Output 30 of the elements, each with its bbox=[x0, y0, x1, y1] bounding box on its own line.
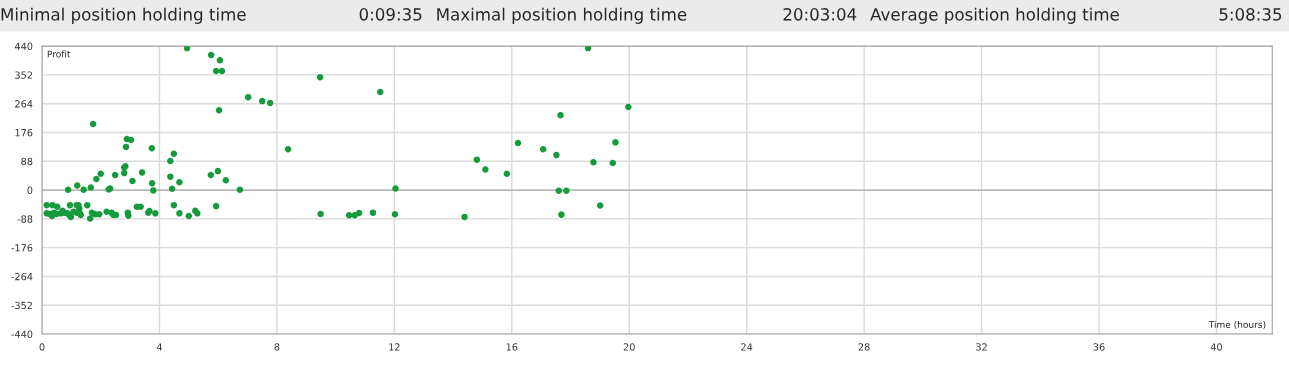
x-tick-label: 32 bbox=[976, 343, 987, 351]
y-tick-label: 264 bbox=[15, 100, 33, 108]
x-tick-label: 20 bbox=[623, 343, 635, 351]
x-tick-label: 12 bbox=[389, 343, 400, 351]
y-tick-label: 352 bbox=[15, 71, 33, 79]
y-tick-label: -352 bbox=[11, 301, 33, 310]
y-tick-label: 440 bbox=[14, 42, 33, 50]
y-axis-title: Profit bbox=[47, 50, 71, 58]
text: 0:09:35 bbox=[359, 8, 422, 21]
x-tick-label: 4 bbox=[156, 343, 163, 351]
y-tick-label: -88 bbox=[17, 215, 33, 223]
y-tick-label: -440 bbox=[11, 330, 33, 338]
y-tick-label: -264 bbox=[11, 272, 33, 281]
x-tick-label: 40 bbox=[1210, 343, 1222, 351]
y-tick-label: 176 bbox=[15, 128, 33, 137]
x-tick-label: 28 bbox=[858, 343, 870, 351]
x-tick-label: 24 bbox=[741, 343, 753, 351]
y-tick-label: 88 bbox=[21, 157, 33, 166]
x-tick-label: 36 bbox=[1093, 343, 1105, 351]
x-axis-title: Time (hours) bbox=[1208, 321, 1266, 330]
y-tick-label: -176 bbox=[11, 244, 33, 252]
y-tick-label: 0 bbox=[27, 186, 33, 194]
text: Average position holding time bbox=[870, 7, 1119, 24]
text: 5:08:35 bbox=[1219, 8, 1282, 21]
x-tick-label: 8 bbox=[274, 343, 280, 351]
text: Maximal position holding time bbox=[437, 7, 687, 24]
text: Minimal position holding time bbox=[1, 7, 246, 24]
x-tick-label: 16 bbox=[506, 343, 518, 351]
text: 20:03:04 bbox=[783, 8, 857, 21]
x-tick-label: 0 bbox=[39, 343, 45, 351]
